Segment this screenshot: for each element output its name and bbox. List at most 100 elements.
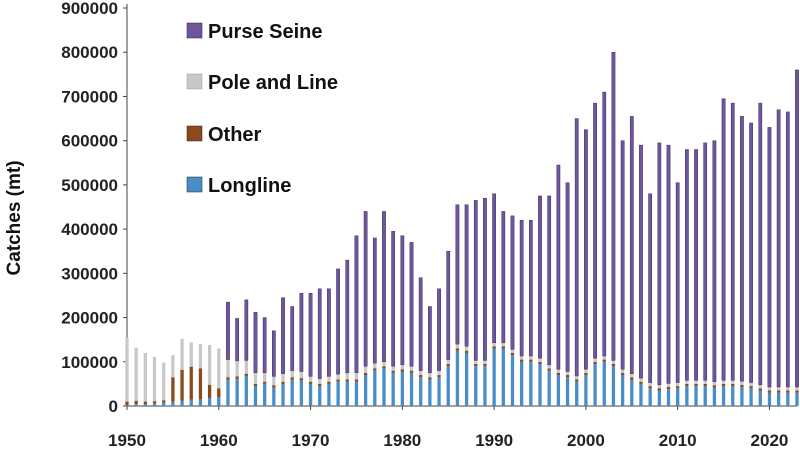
bar-segment-other	[740, 384, 744, 387]
bar-segment-longline	[657, 390, 661, 406]
legend-item-longline: Longline	[186, 175, 291, 197]
bar-segment-longline	[538, 363, 542, 406]
bar-segment-pole-and-line	[382, 361, 386, 367]
bar-segment-longline	[474, 366, 478, 406]
bar-segment-longline	[354, 381, 359, 406]
bar-segment-other	[327, 381, 331, 384]
bar-segment-other	[474, 363, 478, 367]
bar-segment-purse-seine	[574, 118, 579, 377]
bar-segment-purse-seine	[428, 306, 432, 374]
y-tick-label: 0	[109, 397, 118, 416]
y-tick-label: 100000	[61, 353, 118, 372]
bar-segment-pole-and-line	[501, 342, 505, 347]
bar-segment-pole-and-line	[676, 382, 680, 387]
bar-segment-purse-seine	[703, 142, 708, 381]
bar-segment-purse-seine	[336, 268, 340, 375]
bar-segment-longline	[235, 378, 239, 406]
bar-segment-pole-and-line	[152, 356, 157, 402]
bar-segment-purse-seine	[758, 102, 763, 385]
bar-segment-other	[263, 381, 267, 384]
bar-segment-other	[152, 401, 157, 404]
y-tick-label: 400000	[61, 220, 118, 239]
bar-segment-longline	[373, 370, 377, 406]
bar-segment-longline	[740, 386, 744, 406]
bar-segment-longline	[520, 361, 524, 406]
bar-segment-other	[235, 376, 239, 379]
bar-segment-other	[520, 359, 524, 362]
bar-segment-other	[253, 383, 258, 387]
bar-segment-other	[556, 372, 561, 376]
bar-segment-other	[584, 372, 588, 376]
bar-segment-pole-and-line	[272, 376, 276, 386]
bar-segment-longline	[263, 383, 267, 406]
bar-segment-pole-and-line	[281, 373, 285, 382]
bar-segment-purse-seine	[281, 297, 285, 374]
bar-segment-pole-and-line	[565, 371, 570, 376]
bar-segment-pole-and-line	[207, 344, 212, 385]
bar-segment-pole-and-line	[556, 369, 561, 373]
bar-segment-purse-seine	[262, 317, 267, 374]
bar-segment-pole-and-line	[520, 356, 524, 360]
bar-segment-pole-and-line	[749, 382, 753, 387]
bar-segment-longline	[721, 386, 726, 406]
bar-segment-other	[721, 383, 726, 387]
bar-segment-purse-seine	[317, 288, 322, 379]
bar-segment-other	[547, 368, 551, 371]
bar-segment-purse-seine	[785, 111, 790, 388]
bar-segment-purse-seine	[685, 149, 689, 381]
bar-segment-purse-seine	[556, 164, 561, 370]
bar-segment-longline	[731, 386, 735, 406]
bar-segment-purse-seine	[391, 231, 396, 367]
bar-segment-longline	[400, 371, 404, 406]
legend-swatch-longline	[186, 176, 203, 193]
bar-segment-pole-and-line	[373, 363, 377, 369]
bar-segment-pole-and-line	[639, 378, 643, 382]
bar-segment-longline	[795, 392, 799, 406]
bar-segment-pole-and-line	[464, 346, 469, 351]
bar-segment-pole-and-line	[795, 386, 799, 391]
bar-segment-other	[400, 369, 404, 372]
bar-segment-other	[611, 363, 616, 367]
bar-segment-other	[464, 350, 469, 353]
legend-item-purse-seine: Purse Seine	[186, 21, 323, 43]
bar-segment-other	[308, 381, 313, 384]
bar-segment-longline	[703, 386, 707, 406]
y-tick-label: 200000	[61, 309, 118, 328]
bar-segment-pole-and-line	[290, 370, 294, 378]
bar-segment-longline	[620, 375, 625, 406]
bar-segment-other	[171, 377, 175, 402]
bar-segment-other	[648, 386, 652, 389]
bar-segment-other	[217, 388, 221, 398]
bar-segment-other	[510, 352, 515, 356]
bar-segment-longline	[290, 379, 294, 406]
legend-swatch-pole-and-line	[186, 73, 203, 90]
bar-segment-longline	[593, 363, 597, 406]
bar-segment-longline	[363, 375, 368, 406]
bar-segment-other	[189, 366, 193, 400]
bar-segment-longline	[758, 390, 762, 406]
bar-segment-purse-seine	[345, 259, 350, 374]
x-tick-label: 1950	[108, 431, 146, 450]
bar-segment-purse-seine	[464, 204, 469, 347]
bar-segment-purse-seine	[776, 109, 781, 388]
bar-segment-longline	[125, 405, 129, 406]
bar-segment-longline	[767, 392, 772, 406]
bar-segment-longline	[786, 392, 790, 406]
bar-segment-pole-and-line	[703, 380, 707, 384]
bar-segment-longline	[685, 386, 689, 406]
bar-segment-pole-and-line	[428, 372, 432, 378]
bar-segment-other	[776, 390, 781, 393]
bar-segment-other	[409, 370, 414, 373]
bar-segment-purse-seine	[372, 237, 377, 364]
bar-segment-other	[630, 377, 634, 380]
bar-segment-other	[795, 390, 799, 393]
bar-segment-pole-and-line	[575, 375, 579, 380]
bar-segment-pole-and-line	[584, 369, 588, 373]
bar-segment-purse-seine	[694, 149, 698, 381]
bar-segment-purse-seine	[400, 235, 405, 366]
bar-segment-other	[538, 361, 542, 364]
bar-segment-longline	[611, 366, 616, 406]
bar-segment-pole-and-line	[630, 373, 634, 378]
bar-segment-longline	[492, 348, 496, 406]
bar-segment-longline	[666, 389, 671, 406]
